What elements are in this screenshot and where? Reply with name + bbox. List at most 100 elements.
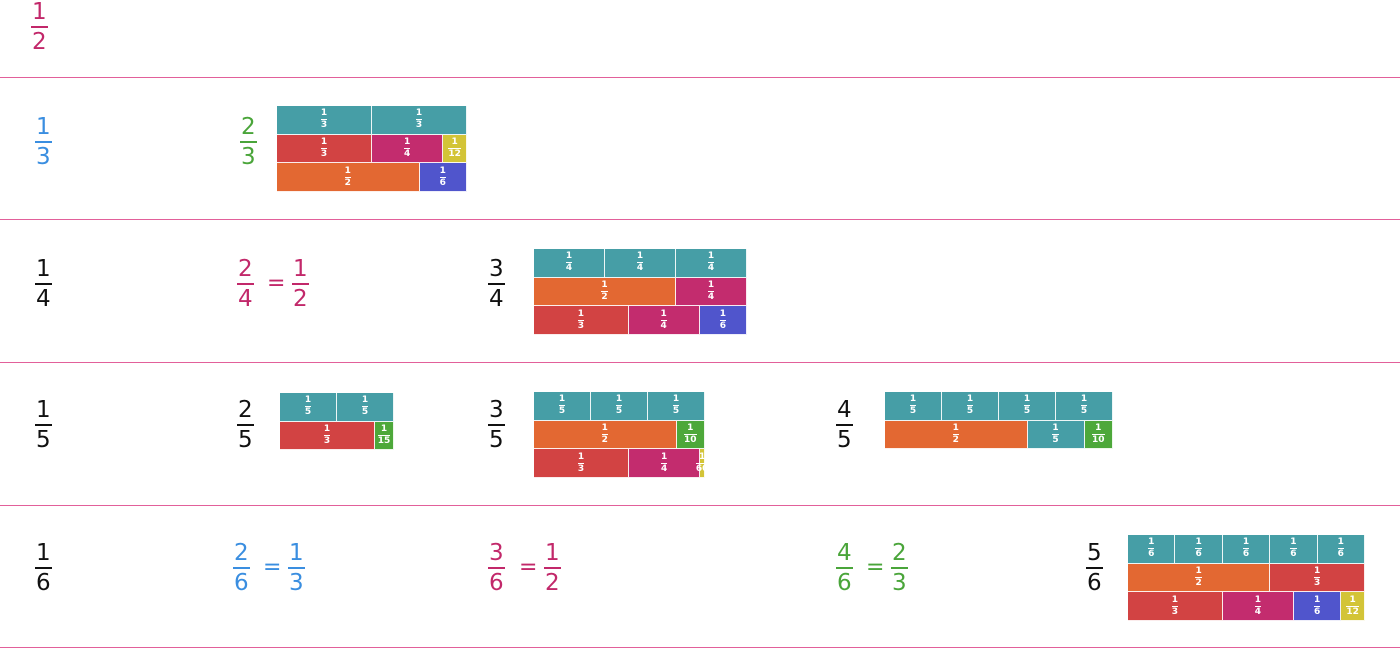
tile-denominator: 5 (1052, 434, 1059, 445)
egyptian-bars-five-sixths: 1 6 1 6 1 6 1 6 1 6 1 2 1 3 1 3 1 4 1 6 1 12 (1128, 535, 1365, 621)
tile-denominator: 12 (1346, 606, 1359, 617)
tile-fraction-bar (448, 147, 461, 149)
numerator: 4 (837, 397, 852, 423)
tile-denominator: 3 (320, 120, 328, 131)
tile-denominator: 3 (1171, 606, 1179, 617)
tile-denominator: 4 (636, 263, 644, 274)
tile-numerator: 1 (320, 136, 328, 147)
tile-denominator: 5 (1023, 406, 1031, 417)
numerator: 2 (892, 540, 907, 566)
tile-denominator: 2 (601, 291, 608, 302)
tile-fraction-bar (636, 262, 644, 264)
denominator: 4 (489, 286, 504, 312)
denominator: 6 (489, 570, 504, 596)
tile-fraction-bar (707, 290, 715, 292)
numerator: 1 (36, 397, 51, 423)
numerator: 1 (32, 0, 47, 25)
tile-numerator: 1 (415, 108, 423, 119)
fraction-bar (237, 283, 254, 285)
fraction-bar (488, 283, 505, 285)
tile-denominator: 5 (361, 407, 369, 418)
fraction-three-sixths: 3 6 (488, 541, 505, 595)
fraction-one-half: 1 2 (31, 0, 48, 54)
denominator: 2 (545, 570, 560, 596)
fraction-bar (292, 283, 309, 285)
tile-numerator: 1 (660, 308, 667, 319)
tile-fraction-bar (320, 119, 328, 121)
tile-numerator: 1 (1349, 594, 1356, 605)
tile-numerator: 1 (909, 394, 917, 405)
fraction-two-thirds: 2 3 (891, 541, 908, 595)
tile-fraction-bar (672, 405, 680, 407)
tile-fraction-bar (403, 147, 411, 149)
tile-numerator: 1 (1242, 537, 1250, 548)
denominator: 3 (892, 570, 907, 596)
numerator: 1 (36, 256, 51, 282)
tile-numerator: 1 (1095, 422, 1102, 433)
tile-fraction-bar (565, 262, 573, 264)
tile-denominator: 60 (695, 463, 709, 474)
numerator: 1 (293, 256, 308, 282)
fraction-bar (488, 567, 505, 569)
tile-numerator: 1 (601, 279, 608, 290)
tile-fraction-bar (577, 462, 585, 464)
tile-denominator: 6 (1313, 606, 1321, 617)
tile-label: 1 60 (695, 452, 709, 474)
fraction-bar (237, 424, 254, 426)
egyptian-bars-two-thirds: 1 3 1 3 1 3 1 4 1 12 1 2 1 6 (277, 106, 467, 192)
fraction-tile: 1 60 (695, 449, 709, 478)
tile-fraction-bar (615, 405, 623, 407)
denominator: 5 (238, 427, 253, 453)
tile-numerator: 1 (344, 165, 351, 176)
tile-label: 1 12 (1346, 594, 1359, 617)
tile-label: 1 15 (377, 424, 391, 446)
tile-denominator: 4 (660, 463, 668, 474)
tile-numerator: 1 (304, 395, 312, 406)
row-divider (0, 77, 1400, 78)
fraction-bar (35, 424, 52, 426)
tile-fraction-bar (1313, 605, 1321, 607)
tile-numerator: 1 (687, 422, 694, 433)
tile-fraction-bar (344, 176, 351, 178)
denominator: 5 (837, 427, 852, 453)
fraction-two-sixths: 2 6 (233, 541, 250, 595)
tile-denominator: 3 (1313, 577, 1321, 588)
fraction-two-thirds: 2 3 (240, 115, 257, 169)
tile-denominator: 4 (565, 263, 573, 274)
tile-numerator: 1 (1023, 394, 1031, 405)
fraction-tile: 1 10 (1084, 420, 1113, 449)
denominator: 5 (36, 427, 51, 453)
tile-numerator: 1 (660, 451, 668, 462)
equals-sign: = (267, 271, 286, 296)
numerator: 1 (36, 540, 51, 566)
